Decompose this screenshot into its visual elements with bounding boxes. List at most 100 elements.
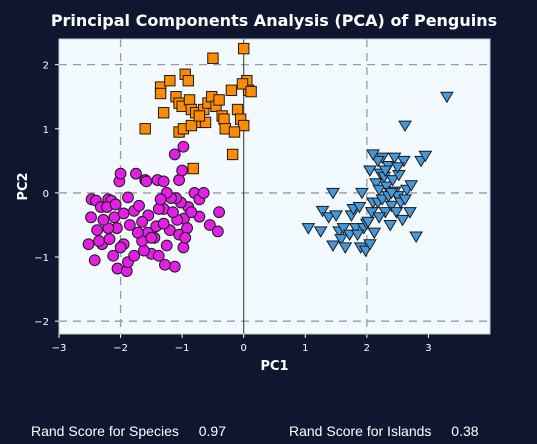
data-point-triangle — [366, 149, 380, 161]
data-point-triangle — [383, 219, 398, 232]
data-point-circle — [168, 260, 181, 273]
data-point-circle — [85, 211, 97, 224]
chart-title: Principal Components Analysis (PCA) of P… — [51, 11, 497, 30]
data-point-triangle — [409, 231, 423, 243]
data-point-triangle — [363, 165, 377, 177]
data-point-square — [213, 94, 225, 106]
data-point-circle — [91, 224, 104, 237]
data-point-circle — [213, 206, 225, 219]
data-point-circle — [128, 249, 141, 262]
data-point-triangle — [334, 234, 348, 246]
species-rand-score-value: 0.97 — [198, 423, 226, 439]
data-point-circle — [123, 219, 136, 231]
y-tick-label: 1 — [43, 125, 49, 136]
data-point-circle — [176, 164, 189, 177]
plot-frame — [58, 38, 491, 335]
data-point-circle — [160, 239, 173, 252]
data-point-circle — [197, 187, 210, 199]
data-point-triangle — [385, 175, 400, 187]
data-point-square — [226, 148, 239, 161]
data-point-circle — [181, 222, 193, 235]
data-point-circle — [177, 140, 190, 153]
data-point-triangle — [313, 226, 328, 238]
data-point-square — [139, 123, 151, 135]
data-point-triangle — [301, 223, 316, 235]
data-point-circle — [159, 258, 171, 271]
data-point-triangle — [396, 155, 411, 168]
data-point-circle — [179, 231, 192, 244]
data-point-circle — [136, 215, 149, 228]
data-point-circle — [88, 254, 101, 267]
islands-rand-score-label: Rand Score for Islands — [289, 423, 432, 439]
data-point-square — [231, 103, 244, 116]
data-point-triangle — [384, 187, 399, 200]
data-point-circle — [133, 199, 145, 212]
data-point-triangle — [367, 227, 382, 240]
data-point-triangle — [378, 165, 393, 177]
islands-rand-score-value: 0.38 — [451, 423, 479, 439]
data-point-circle — [138, 244, 150, 257]
data-point-triangle — [398, 194, 412, 206]
data-point-square — [187, 162, 199, 175]
data-point-triangle — [403, 207, 417, 219]
species-rand-score: Rand Score for Species 0.97 — [31, 423, 226, 443]
data-point-square — [225, 84, 238, 97]
x-tick-label: −3 — [52, 343, 67, 354]
data-point-triangle — [390, 162, 405, 174]
data-point-circle — [122, 191, 134, 204]
data-point-triangle — [358, 245, 373, 258]
data-point-circle — [131, 226, 144, 239]
data-point-triangle — [372, 212, 387, 224]
data-point-circle — [114, 241, 127, 254]
data-point-circle — [167, 206, 179, 219]
data-point-circle — [114, 167, 127, 180]
data-point-circle — [97, 213, 110, 226]
data-point-circle — [157, 217, 170, 230]
data-point-triangle — [336, 223, 351, 235]
data-point-square — [193, 110, 206, 122]
x-tick-label: 3 — [425, 343, 431, 354]
x-tick-label: 1 — [302, 343, 308, 354]
data-point-square — [238, 119, 250, 132]
data-point-square — [218, 113, 230, 125]
data-point-square — [207, 52, 219, 64]
data-point-triangle — [361, 216, 375, 229]
data-point-square — [228, 126, 241, 138]
data-point-circle — [154, 193, 167, 206]
data-point-triangle — [389, 207, 404, 219]
x-tick-label: 0 — [241, 343, 247, 354]
data-point-circle — [157, 175, 170, 188]
data-point-circle — [107, 249, 120, 262]
data-point-triangle — [363, 239, 377, 251]
data-point-circle — [211, 225, 224, 238]
data-point-triangle — [384, 200, 399, 213]
y-tick-label: 0 — [43, 189, 49, 200]
x-tick-label: 2 — [364, 343, 370, 354]
data-point-triangle — [350, 229, 365, 242]
data-point-triangle — [355, 187, 369, 200]
data-point-square — [236, 78, 249, 90]
data-point-triangle — [440, 91, 454, 104]
data-point-triangle — [372, 184, 387, 197]
data-point-triangle — [418, 150, 433, 163]
data-point-square — [185, 119, 198, 132]
data-point-triangle — [326, 187, 340, 200]
data-point-square — [238, 42, 250, 55]
data-point-triangle — [395, 214, 410, 227]
data-point-circle — [103, 233, 116, 245]
data-point-triangle — [352, 202, 367, 214]
data-point-triangle — [404, 180, 419, 192]
data-point-square — [245, 85, 257, 98]
data-point-square — [199, 116, 212, 129]
data-point-circle — [185, 206, 198, 219]
data-point-square — [183, 94, 196, 106]
data-point-circle — [203, 219, 216, 231]
data-point-circle — [152, 203, 165, 215]
islands-rand-score: Rand Score for Islands 0.38 — [289, 423, 479, 443]
data-point-circle — [93, 235, 105, 247]
data-point-circle — [152, 249, 165, 262]
data-point-circle — [145, 231, 158, 244]
plot-background — [59, 39, 490, 334]
x-tick-label: −1 — [175, 343, 190, 354]
data-point-circle — [130, 167, 142, 180]
